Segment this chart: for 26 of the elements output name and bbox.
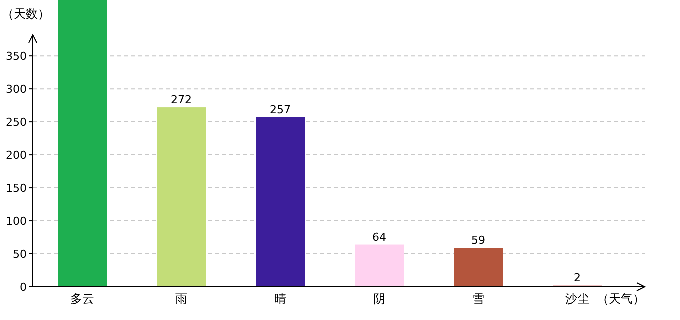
y-tick-label: 250 <box>6 116 27 130</box>
data-label: 272 <box>171 94 192 107</box>
y-tick-label: 350 <box>6 50 27 64</box>
x-tick-label: 雪 <box>472 292 484 306</box>
x-axis-title: （天气） <box>597 292 645 306</box>
y-tick-label: 300 <box>6 83 27 96</box>
bar <box>454 248 503 287</box>
x-tick-label: 雨 <box>176 292 188 306</box>
data-label: 59 <box>472 234 486 248</box>
data-label: 64 <box>372 230 386 244</box>
bar <box>58 0 107 287</box>
y-axis-title: （天数） <box>2 7 50 21</box>
bar <box>157 108 206 287</box>
y-tick-label: 150 <box>6 182 27 196</box>
x-tick-label: 多云 <box>70 292 94 306</box>
bar <box>256 117 305 287</box>
x-tick-label: 沙尘 <box>566 292 590 306</box>
bar <box>355 244 404 287</box>
y-tick-label: 200 <box>6 149 27 162</box>
data-label: 257 <box>270 103 291 116</box>
x-tick-label: 晴 <box>274 292 286 306</box>
data-label: 2 <box>574 272 581 285</box>
y-tick-label: 50 <box>13 248 27 262</box>
x-tick-label: 阴 <box>374 292 386 306</box>
y-tick-label: 100 <box>6 215 27 228</box>
y-tick-label: 0 <box>20 281 27 294</box>
